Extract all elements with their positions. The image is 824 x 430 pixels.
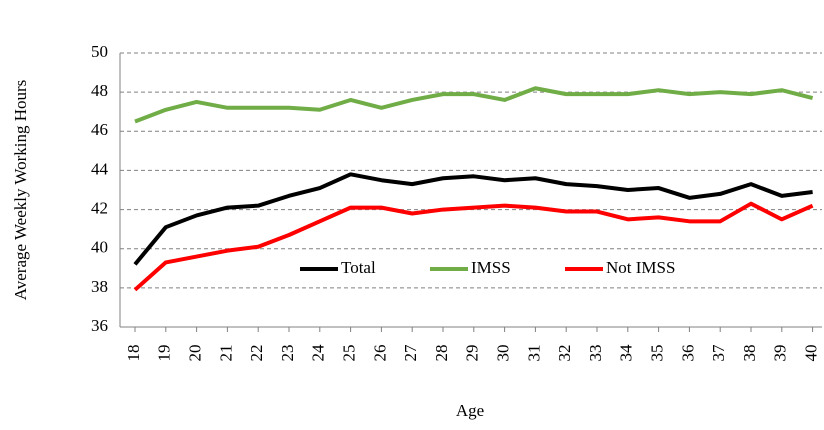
x-tick-label: 28	[432, 345, 451, 362]
y-axis-title: Average Weekly Working Hours	[11, 80, 30, 301]
x-tick-label: 27	[401, 344, 420, 362]
y-tick-label: 46	[91, 120, 108, 139]
x-tick-label: 22	[247, 345, 266, 362]
x-tick-label: 39	[771, 345, 790, 362]
series-line	[133, 172, 813, 266]
x-tick-label: 34	[617, 344, 636, 362]
y-tick-label: 36	[91, 316, 108, 335]
x-tick-label: 31	[524, 345, 543, 362]
x-tick-label: 30	[494, 344, 513, 361]
y-tick-label: 38	[91, 277, 108, 296]
x-tick-label: 23	[278, 345, 297, 362]
x-tick-label: 26	[370, 345, 389, 362]
x-tick-label: 37	[709, 344, 728, 362]
y-tick-label: 50	[91, 42, 108, 61]
y-tick-label: 44	[91, 159, 109, 178]
x-tick-label: 35	[648, 345, 667, 362]
x-axis-title: Age	[456, 401, 484, 420]
x-tick-label: 32	[555, 345, 574, 362]
y-tick-label: 40	[91, 238, 108, 257]
y-tick-label: 48	[91, 81, 108, 100]
x-tick-label: 38	[740, 345, 759, 362]
x-tick-label: 24	[309, 344, 328, 362]
x-tick-label: 18	[124, 345, 143, 362]
legend-label: Total	[341, 258, 376, 277]
x-tick-label: 33	[586, 345, 605, 362]
x-tick-label: 20	[186, 345, 205, 362]
x-tick-label: 36	[678, 345, 697, 362]
y-tick-label: 42	[91, 198, 108, 217]
legend-label: IMSS	[471, 258, 511, 277]
x-tick-label: 25	[340, 345, 359, 362]
x-tick-label: 19	[155, 345, 174, 362]
x-tick-label: 29	[463, 345, 482, 362]
x-tick-label: 40	[802, 345, 821, 362]
legend-label: Not IMSS	[606, 258, 675, 277]
series-line	[134, 86, 814, 124]
x-tick-label: 21	[216, 345, 235, 362]
series-line	[133, 201, 814, 292]
